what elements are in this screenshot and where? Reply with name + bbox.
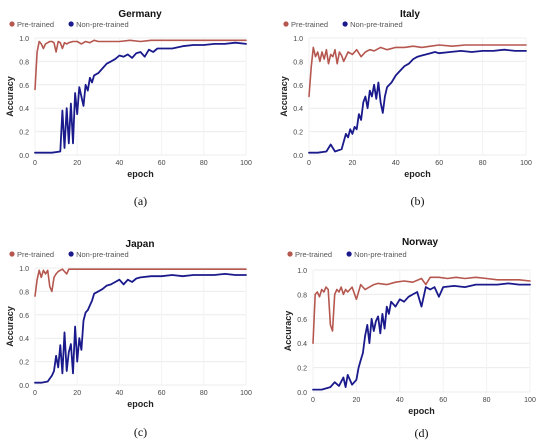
legend-marker — [9, 251, 15, 257]
legend-label: Non-pre-trained — [76, 20, 129, 29]
x-tick-label: 100 — [524, 397, 536, 404]
x-axis-label: epoch — [127, 169, 154, 179]
panel-caption: (b) — [411, 194, 425, 208]
y-tick-label: 1.0 — [297, 268, 307, 275]
y-tick-label: 0.2 — [297, 366, 307, 373]
y-tick-label: 1.0 — [19, 266, 29, 273]
y-axis-label: Accuracy — [5, 76, 15, 117]
x-tick-label: 0 — [307, 160, 311, 167]
x-tick-label: 80 — [483, 397, 491, 404]
x-tick-label: 40 — [116, 160, 124, 167]
x-tick-label: 100 — [520, 160, 532, 167]
y-tick-label: 0.6 — [19, 313, 29, 320]
y-tick-label: 0.4 — [293, 106, 303, 113]
y-axis-label: Accuracy — [279, 76, 289, 117]
legend-marker — [68, 21, 74, 27]
x-tick-label: 0 — [311, 397, 315, 404]
legend-marker — [342, 21, 348, 27]
x-tick-label: 80 — [200, 160, 208, 167]
x-tick-label: 100 — [240, 390, 252, 397]
x-tick-label: 20 — [353, 397, 361, 404]
x-tick-label: 60 — [158, 390, 166, 397]
legend-label: Non-pre-trained — [354, 250, 407, 259]
x-axis-label: epoch — [408, 406, 435, 416]
x-tick-label: 40 — [116, 390, 124, 397]
series-line-non-pre-trained — [34, 41, 247, 154]
series-line-non-pre-trained — [34, 273, 247, 384]
y-tick-label: 0.4 — [19, 106, 29, 113]
chart-title: Norway — [402, 237, 439, 248]
x-axis-label: epoch — [127, 399, 154, 409]
chart-title: Germany — [118, 9, 162, 20]
series-line-pre-trained — [308, 44, 527, 98]
y-tick-label: 0.0 — [297, 390, 307, 397]
series-line-pre-trained — [34, 39, 247, 91]
legend-label: Pre-trained — [17, 250, 54, 259]
y-tick-label: 0.6 — [19, 83, 29, 90]
chart-title: Italy — [400, 9, 420, 20]
panel-caption: (c) — [134, 425, 147, 439]
y-axis-label: Accuracy — [5, 306, 15, 347]
y-tick-label: 0.0 — [19, 383, 29, 390]
panel-caption: (a) — [134, 194, 147, 208]
x-tick-label: 20 — [73, 390, 81, 397]
x-tick-label: 40 — [396, 397, 404, 404]
series-line-pre-trained — [34, 268, 247, 297]
y-tick-label: 0.8 — [293, 59, 303, 66]
chart-panel-italy: 0.0 0.2 0.4 0.6 0.8 1.0 0 20 40 60 80 100 epoch Accur… — [279, 9, 532, 208]
series-line-pre-trained — [312, 276, 531, 344]
y-tick-label: 0.4 — [19, 336, 29, 343]
x-tick-label: 20 — [73, 160, 81, 167]
y-tick-label: 0.4 — [297, 341, 307, 348]
x-tick-label: 100 — [240, 160, 252, 167]
legend-marker — [287, 251, 293, 257]
x-tick-label: 60 — [439, 397, 447, 404]
legend-label: Pre-trained — [291, 20, 328, 29]
y-tick-label: 0.0 — [19, 153, 29, 160]
y-tick-label: 0.8 — [19, 289, 29, 296]
y-tick-label: 0.8 — [297, 292, 307, 299]
y-tick-label: 0.6 — [297, 317, 307, 324]
x-tick-label: 40 — [392, 160, 400, 167]
chart-panel-japan: 0.0 0.2 0.4 0.6 0.8 1.0 0 20 40 60 80 100 epoch Accur… — [5, 239, 252, 439]
x-tick-label: 0 — [33, 390, 37, 397]
series-line-non-pre-trained — [312, 282, 531, 391]
x-tick-label: 20 — [349, 160, 357, 167]
legend-marker — [283, 21, 289, 27]
chart-panel-germany: 0.0 0.2 0.4 0.6 0.8 1.0 0 20 40 60 80 100 epoch Accur… — [5, 9, 252, 208]
legend-label: Non-pre-trained — [350, 20, 403, 29]
x-tick-label: 60 — [158, 160, 166, 167]
y-tick-label: 1.0 — [19, 36, 29, 43]
panel-caption: (d) — [415, 426, 429, 440]
x-tick-label: 80 — [200, 390, 208, 397]
legend-marker — [346, 251, 352, 257]
chart-title: Japan — [126, 239, 155, 250]
legend-label: Non-pre-trained — [76, 250, 129, 259]
y-tick-label: 0.6 — [293, 83, 303, 90]
y-tick-label: 0.2 — [19, 360, 29, 367]
legend-label: Pre-trained — [295, 250, 332, 259]
x-tick-label: 80 — [479, 160, 487, 167]
y-tick-label: 0.0 — [293, 153, 303, 160]
y-tick-label: 0.2 — [19, 130, 29, 137]
y-axis-label: Accuracy — [283, 311, 293, 352]
legend-marker — [68, 251, 74, 257]
chart-panel-norway: 0.0 0.2 0.4 0.6 0.8 1.0 0 20 40 60 80 100 epoch Accur… — [283, 237, 536, 440]
y-tick-label: 1.0 — [293, 36, 303, 43]
legend-label: Pre-trained — [17, 20, 54, 29]
x-tick-label: 0 — [33, 160, 37, 167]
x-tick-label: 60 — [435, 160, 443, 167]
legend-marker — [9, 21, 15, 27]
y-tick-label: 0.8 — [19, 59, 29, 66]
x-axis-label: epoch — [404, 169, 431, 179]
series-line-non-pre-trained — [308, 48, 527, 154]
y-tick-label: 0.2 — [293, 130, 303, 137]
